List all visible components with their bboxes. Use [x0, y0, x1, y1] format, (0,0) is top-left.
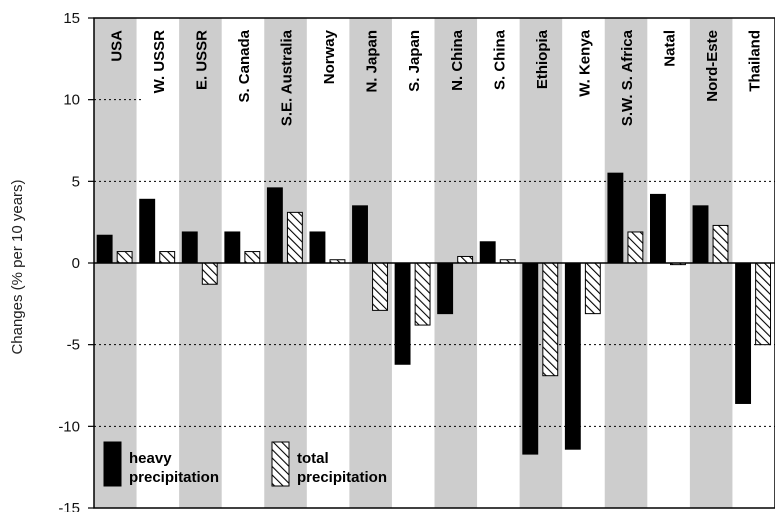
category-label: USA [108, 30, 125, 62]
y-axis: 15 10 5 0 -5 -10 -15 [58, 10, 94, 512]
category-label: N. Japan [364, 30, 381, 93]
total-bar-8 [457, 255, 474, 264]
heavy-bar-8 [437, 262, 454, 315]
category-label: W. Kenya [576, 29, 593, 96]
heavy-bar-12 [607, 172, 624, 264]
y-tick-label: 15 [63, 10, 80, 27]
y-axis-title: Changes (% per 10 years) [9, 179, 26, 354]
heavy-bar-1 [139, 198, 156, 264]
category-labels: USA W. USSR E. USSR S. Canada S.E. Australia… [108, 29, 763, 126]
category-label: Ethiopia [534, 29, 551, 89]
total-bar-11 [584, 262, 601, 315]
y-tick-label: 5 [72, 173, 80, 190]
total-bar-3 [244, 251, 261, 264]
category-label: E. USSR [193, 30, 210, 90]
category-label: S.E. Australia [279, 29, 296, 126]
category-label: Norway [321, 29, 338, 84]
heavy-bar-5 [309, 231, 326, 264]
gridlines [94, 99, 775, 427]
heavy-bar-10 [522, 262, 539, 455]
category-label: Nord-Este [704, 30, 721, 102]
heavy-bar-11 [564, 262, 581, 450]
total-bar-1 [159, 251, 176, 264]
legend: heavy precipitation total precipitation [103, 441, 387, 487]
y-tick-label: 10 [63, 92, 80, 109]
category-label: S. China [491, 29, 508, 90]
total-bar-4 [286, 211, 303, 264]
category-label: S. Japan [406, 30, 423, 92]
total-bar-10 [542, 262, 559, 377]
category-label: Thailand [747, 30, 764, 92]
y-tick-label: -15 [58, 500, 80, 512]
legend-swatch-1 [271, 441, 290, 487]
total-bar-2 [201, 262, 218, 285]
legend-label-line2: precipitation [129, 469, 219, 486]
category-label: W. USSR [151, 30, 168, 94]
total-bar-7 [414, 262, 431, 326]
total-bar-0 [116, 251, 133, 264]
category-label: S. Canada [236, 29, 253, 102]
heavy-bar-0 [96, 234, 113, 264]
heavy-bar-6 [352, 205, 368, 264]
total-bar-15 [755, 262, 772, 346]
legend-label-line1: total [297, 450, 329, 467]
y-tick-label: -10 [58, 418, 80, 435]
heavy-bar-14 [692, 205, 709, 264]
heavy-bar-3 [224, 231, 241, 264]
category-label: S.W. S. Africa [619, 29, 636, 126]
legend-swatch-0 [103, 441, 122, 487]
y-tick-label: -5 [67, 337, 80, 354]
total-bar-12 [627, 231, 644, 264]
heavy-bar-13 [650, 193, 666, 264]
category-label: N. China [449, 29, 466, 90]
heavy-bar-15 [735, 262, 752, 404]
total-bar-6 [372, 262, 388, 311]
legend-label-line1: heavy [129, 450, 172, 467]
heavy-bar-9 [479, 241, 496, 264]
heavy-bar-4 [266, 187, 283, 264]
legend-label-line2: precipitation [297, 469, 387, 486]
category-label: Natal [662, 30, 679, 67]
total-bar-14 [712, 224, 729, 264]
y-tick-label: 0 [72, 255, 80, 272]
heavy-bar-2 [181, 231, 198, 264]
heavy-bar-7 [394, 262, 411, 365]
plot-frame [93, 17, 775, 509]
bar-series [96, 172, 772, 455]
